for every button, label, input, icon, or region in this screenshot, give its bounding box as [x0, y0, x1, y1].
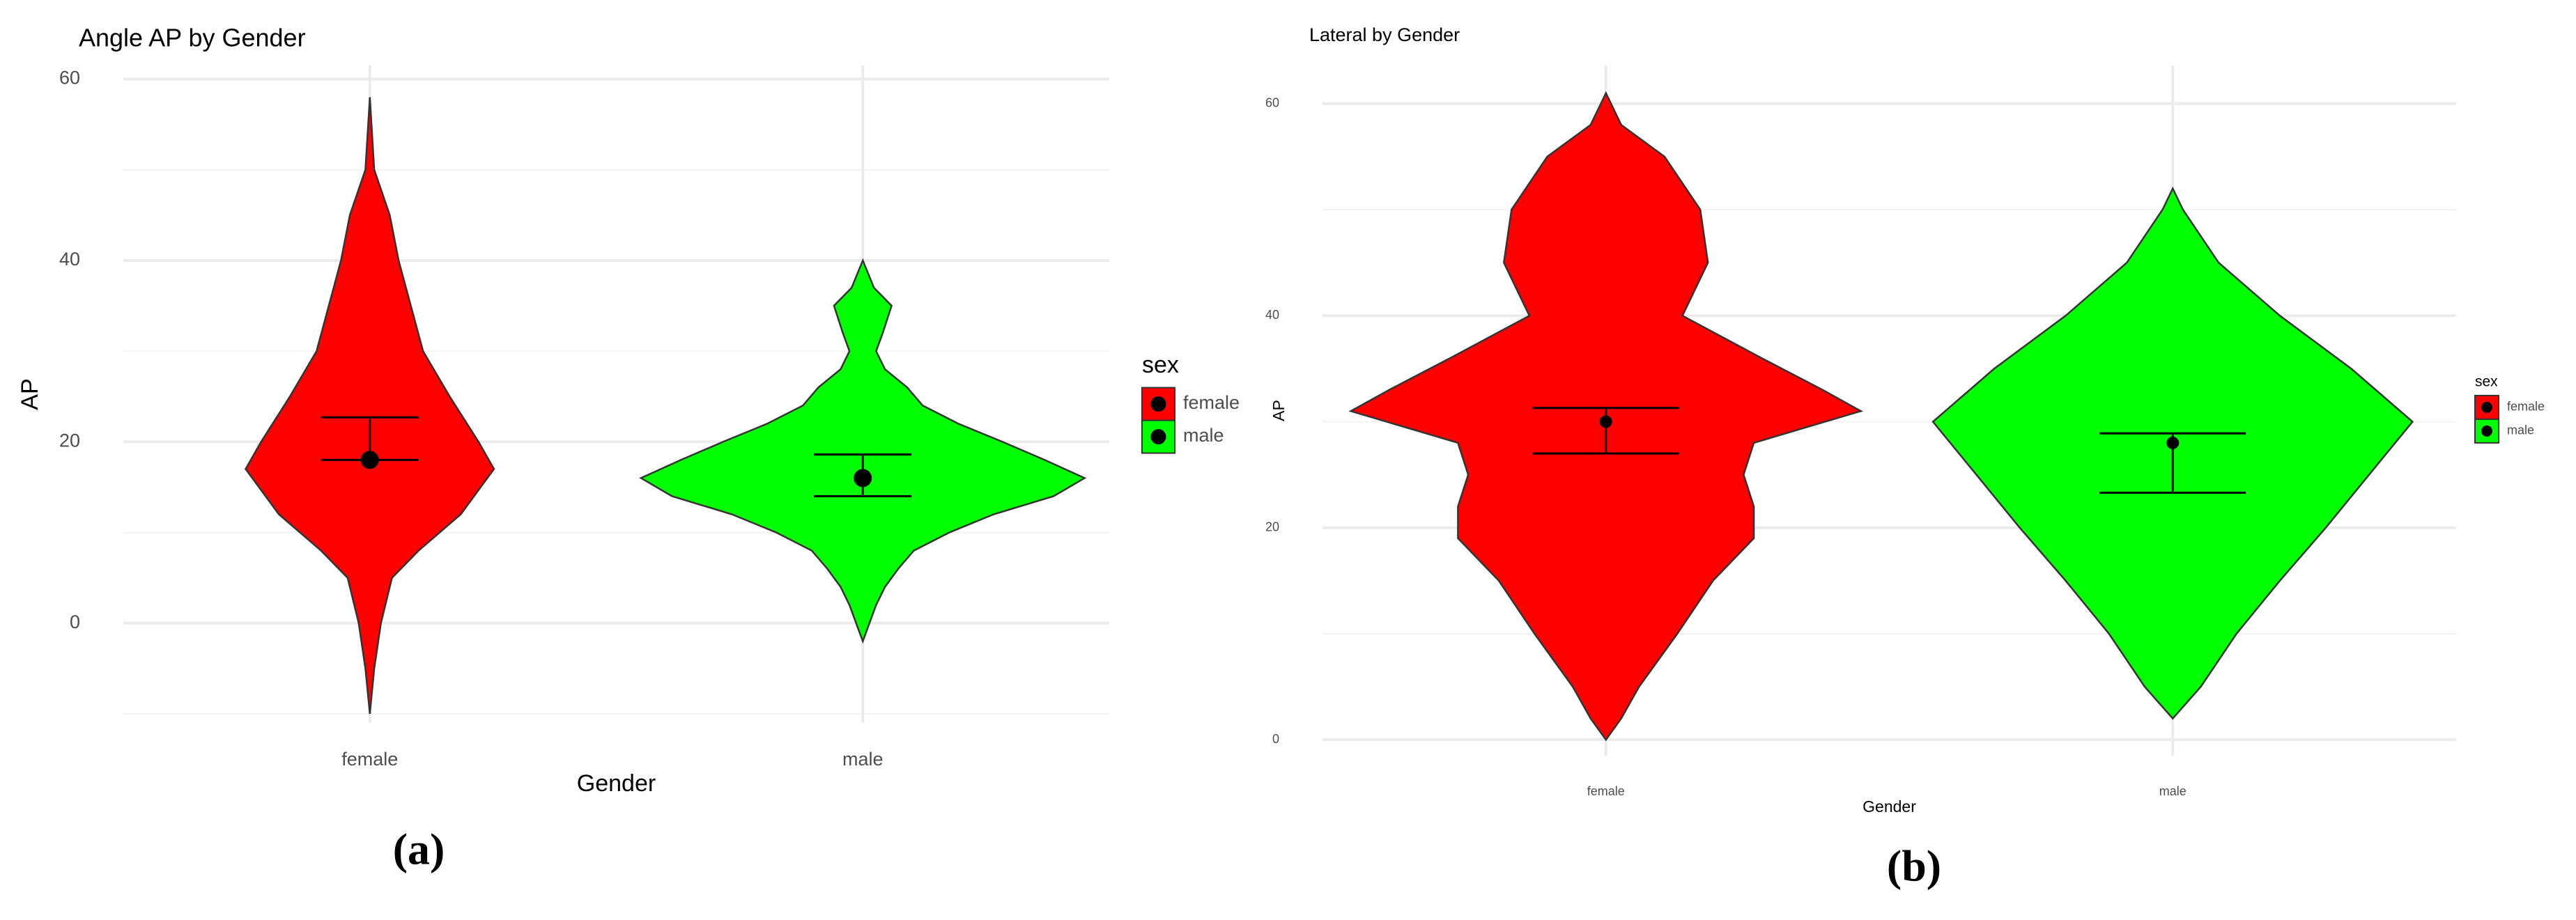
y-axis-title: AP: [17, 378, 43, 410]
y-tick-label: 60: [59, 68, 80, 88]
violin: [639, 258, 1087, 644]
legend-dot: [1150, 429, 1166, 445]
y-tick-label: 0: [70, 611, 80, 632]
y-axis-title: AP: [1270, 400, 1288, 421]
chart: Angle AP by Gender 0 20 40 60 AP Gender female m…: [17, 24, 1240, 874]
x-tick-label: female: [341, 749, 398, 770]
panel-label: (b): [1887, 841, 1941, 891]
mean-point: [1599, 415, 1612, 428]
x-axis-title: Gender: [577, 770, 656, 797]
legend-label: female: [2507, 400, 2545, 414]
legend-dot: [2481, 401, 2492, 413]
mean-point: [854, 469, 872, 488]
legend-dot: [2481, 425, 2492, 437]
legend-label: male: [2507, 423, 2534, 437]
chart-title: Angle AP by Gender: [79, 24, 306, 52]
mean-point: [360, 451, 379, 469]
chart: Lateral by Gender 0 20 40 60 AP Gender female ma…: [1265, 24, 2545, 891]
y-tick-label: 40: [59, 249, 80, 270]
chart-title: Lateral by Gender: [1309, 24, 1460, 45]
y-tick-label: 0: [1272, 732, 1279, 746]
x-axis-title: Gender: [1862, 797, 1916, 816]
panel-label: (a): [393, 825, 445, 874]
y-tick-label: 40: [1265, 308, 1279, 322]
legend-title: sex: [1142, 352, 1179, 378]
legend-label: male: [1183, 425, 1224, 446]
y-tick-label: 20: [1265, 520, 1279, 533]
x-tick-label: male: [2159, 784, 2186, 798]
legend-label: female: [1183, 392, 1240, 413]
y-tick-label: 60: [1265, 96, 1279, 110]
x-tick-label: female: [1587, 784, 1625, 798]
y-tick-label: 20: [59, 430, 80, 451]
legend-title: sex: [2475, 374, 2498, 390]
x-tick-label: male: [842, 749, 884, 770]
legend-dot: [1150, 396, 1166, 412]
mean-point: [2166, 436, 2180, 449]
violin: [245, 97, 495, 715]
